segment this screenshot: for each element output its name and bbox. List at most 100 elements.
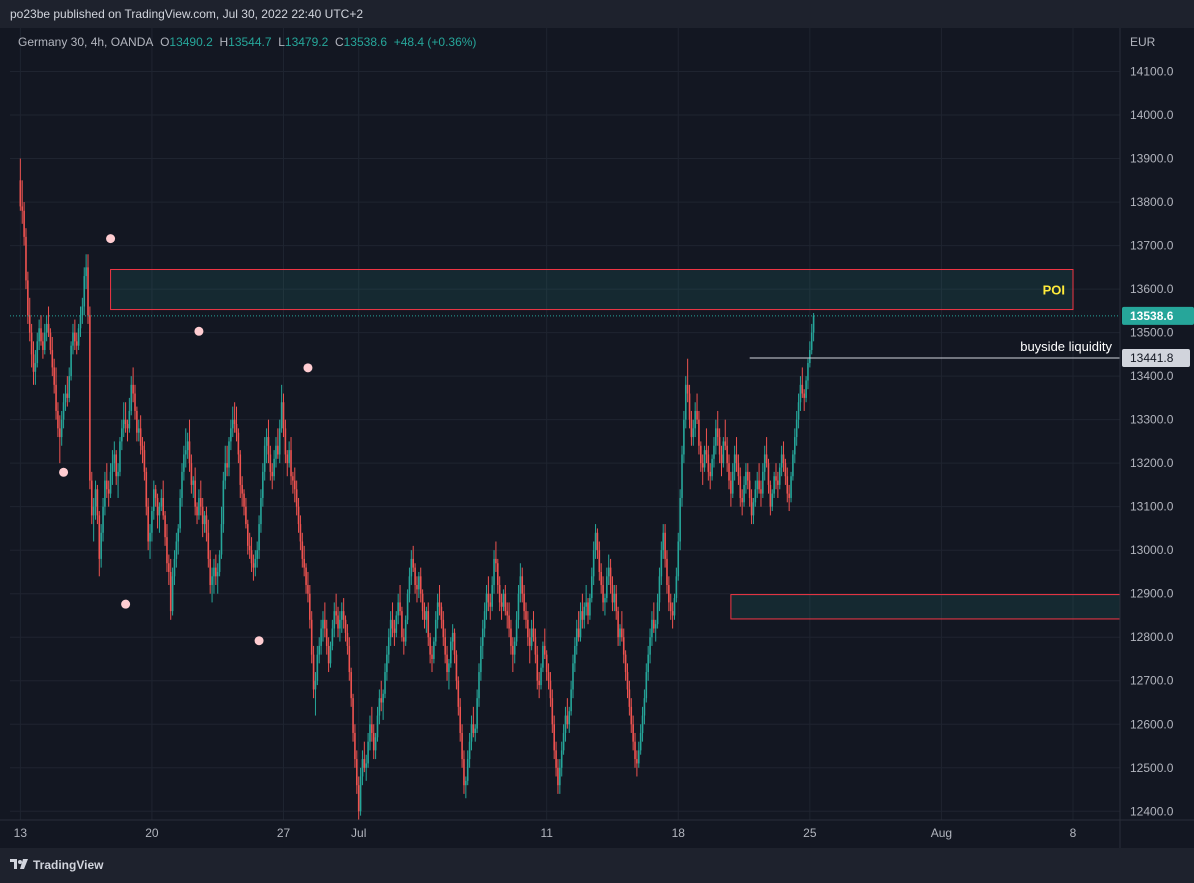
candle-body [269,454,272,472]
candle-body [175,541,178,559]
candle-body [698,419,700,446]
candle-body [688,393,691,420]
price-chart[interactable]: POI 12400.0 12500.0 12600.0 12700.0 12800.0 1… [0,28,1194,848]
candle-body [158,506,161,516]
candle-body [190,463,193,485]
candle-body [280,402,283,429]
candle-body [662,532,665,551]
candle-body [284,428,287,455]
candle-body [517,593,520,620]
candle-body [194,480,196,507]
candle-body [683,419,685,455]
candle-body [547,672,550,681]
candle-body [100,532,102,559]
candle-body [356,759,358,786]
zone-POI [110,269,1074,311]
candle-body [384,672,386,694]
candle-body [645,672,648,699]
candle-body [60,419,63,438]
candle-body [43,332,46,351]
candle-body [369,724,371,742]
candle-body [325,628,328,646]
candle-body [713,445,715,459]
candle-body [671,611,674,616]
candle-body [262,471,264,498]
y-tick-label: 13000.0 [1130,543,1174,557]
candle-body [559,767,561,786]
candle-body [136,410,138,433]
candle-body [491,585,493,607]
candle-body [478,672,480,699]
candle-body [694,410,696,429]
candle-body [320,628,322,646]
candle-body [231,419,234,429]
candle-body [412,558,415,568]
zone-demand [730,594,1121,620]
y-tick-label: 13300.0 [1130,413,1174,427]
y-tick-label: 13700.0 [1130,239,1174,253]
candle-body [137,428,140,433]
candle-body [666,558,668,586]
candle-body [245,506,247,525]
candle-body [316,654,319,681]
candle-body [545,654,548,673]
candle-body [151,511,153,533]
candle-body [153,489,155,512]
candle-body [147,506,149,542]
candle-body [79,315,82,329]
chart-panel[interactable]: POI 12400.0 12500.0 12600.0 12700.0 12800.0 1… [0,28,1194,848]
candle-body [307,585,309,594]
candle-body [446,654,448,673]
candle-body [246,524,249,546]
y-tick-label: 13900.0 [1130,152,1174,166]
candle-body [228,441,230,468]
candle-body [77,328,80,346]
candle-body [102,506,104,533]
candle-body [393,628,396,633]
open-label: O [160,35,170,49]
candle-body [579,611,582,638]
candle-body [309,593,311,620]
candle-body [711,458,713,477]
candle-body [767,463,770,485]
candle-body [290,450,292,477]
y-tick-label: 13400.0 [1130,369,1174,383]
candle-body [700,445,702,464]
y-tick-label: 12500.0 [1130,761,1174,775]
candle-body [720,454,723,464]
candle-body [222,480,225,525]
candle-body [809,350,811,364]
candle-body [89,315,91,481]
candle-body [448,663,450,673]
candle-body [119,441,121,472]
candle-body [348,645,351,673]
candle-body [502,593,505,607]
candle-body [314,680,317,690]
candle-body [220,524,223,555]
candle-body [209,558,211,586]
candle-body [643,698,646,716]
candle-body [463,759,465,786]
candle-body [372,732,375,751]
y-tick-label: 13500.0 [1130,326,1174,340]
candle-body [782,454,785,464]
candle-body [564,715,567,733]
candle-body [403,637,405,642]
candle-body [303,558,305,568]
candle-body [461,732,463,760]
candle-body [621,628,623,638]
candle-body [480,645,482,673]
candle-body [587,602,589,616]
candle-body [265,437,268,446]
candle-body [186,441,189,451]
candle-body [421,593,424,612]
candle-body [51,350,54,368]
candle-body [419,576,422,594]
candle-body [263,445,266,472]
candle-body [433,641,435,659]
candle-body [495,558,497,564]
candle-body [293,480,296,490]
candle-body [288,450,290,464]
liquidity-price-tag [1122,348,1190,367]
candle-body [532,628,535,638]
